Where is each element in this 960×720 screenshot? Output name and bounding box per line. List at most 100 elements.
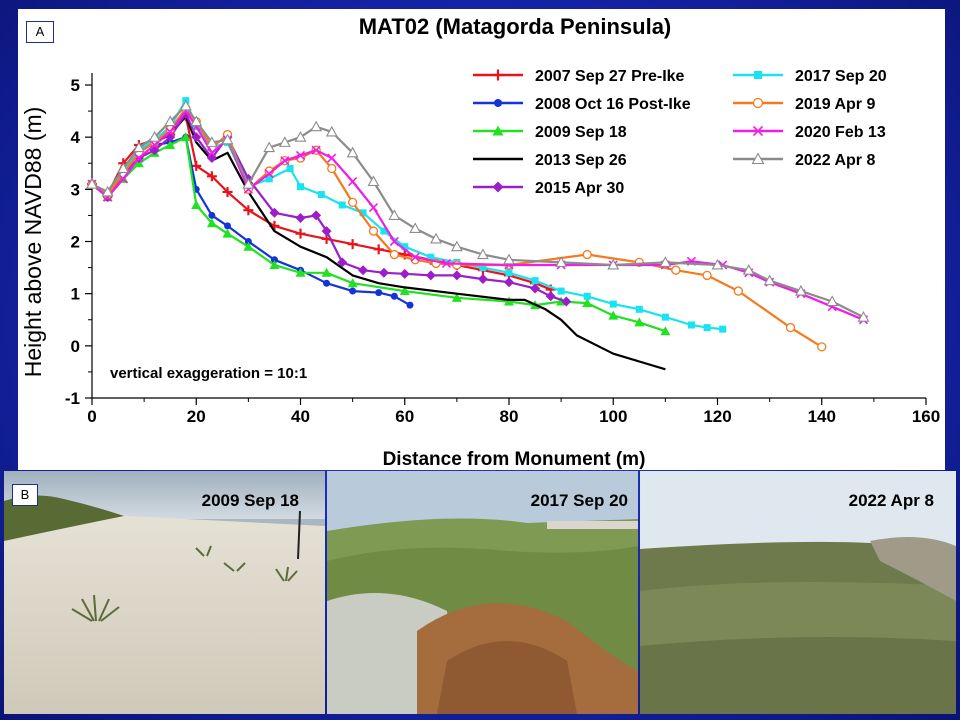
data-point [180,132,191,142]
beach-photo-2009 [4,471,325,714]
chart-title: MAT02 (Matagorda Peninsula) [359,14,672,39]
data-point [221,133,234,145]
data-point [118,174,128,184]
data-point [427,253,435,261]
data-point [378,267,389,278]
data-point [477,248,489,260]
data-point [278,136,291,147]
data-point [452,260,462,270]
series-line [91,104,864,319]
legend-label: 2008 Oct 16 Post-Ike [535,96,691,113]
data-point [479,264,487,272]
axes: 0 20 40 60 80 100 120 140 160 -1 0 1 2 3 4 5 [65,73,940,426]
data-point [348,176,358,187]
x-tick-label: 40 [291,407,310,426]
series-layer [86,97,870,371]
data-point [222,228,233,238]
legend-entry: 2007 Sep 27 Pre-Ike [473,68,685,85]
data-point [477,274,488,285]
legend-label: 2009 Sep 18 [535,124,627,141]
data-point [337,257,348,268]
data-point [703,324,711,332]
data-point [149,140,160,150]
profile-chart: MAT02 (Matagorda Peninsula) Height above… [20,14,940,470]
data-point [660,326,671,336]
data-point [269,259,280,269]
data-point [208,211,216,219]
legend-label: 2017 Sep 20 [795,68,887,85]
data-point [388,209,401,220]
legend-entry: 2017 Sep 20 [733,68,887,85]
data-point [244,238,252,245]
data-point [323,279,331,287]
data-point [243,241,254,251]
data-point [310,120,323,132]
legend-entry: 2013 Sep 26 [473,152,627,169]
x-tick-label: 60 [395,407,414,426]
data-point [401,243,409,251]
x-tick-label: 120 [703,407,731,426]
data-point [117,162,130,174]
data-point [327,163,337,174]
data-point [380,227,388,235]
data-point [165,127,175,137]
data-point [451,270,462,281]
data-point [425,270,436,281]
data-point [205,136,218,147]
data-point [492,69,504,81]
data-point [659,256,672,267]
data-point [817,342,827,352]
data-point [492,125,504,136]
data-point [207,148,217,158]
data-point [399,268,410,279]
data-point [265,175,273,183]
data-point [608,310,619,320]
legend-label: 2015 Apr 30 [535,180,624,197]
data-point [311,145,321,155]
x-axis-label: Distance from Monument (m) [383,449,646,470]
data-point [607,258,620,270]
data-point [635,305,643,313]
data-point [191,132,202,143]
data-point [269,207,280,218]
data-point [263,141,276,153]
legend-entry: 2019 Apr 9 [733,96,875,113]
data-point [321,226,332,237]
y-tick-label: -1 [65,389,80,408]
data-point [347,239,358,250]
data-point [561,296,572,307]
data-point [280,156,290,166]
photo-2009: B 2009 Sep 18 [4,471,325,714]
data-point [243,205,254,216]
legend-label: 2019 Apr 9 [795,96,875,113]
y-tick-label: 4 [71,128,81,147]
data-point [132,141,145,153]
data-point [375,289,383,297]
data-point [826,295,839,307]
data-point [752,97,764,109]
data-point [190,115,203,127]
data-point [358,265,369,276]
data-point [583,292,591,300]
exaggeration-note: vertical exaggeration = 10:1 [110,365,307,382]
data-point [270,256,278,264]
data-point [179,99,192,111]
data-point [294,131,307,142]
data-point [857,311,870,322]
data-point [582,249,592,260]
photo-label-2022: 2022 Apr 8 [848,491,934,510]
data-point [609,300,617,308]
data-point [582,298,593,308]
data-point [430,232,442,244]
data-point [441,258,452,268]
data-point [505,269,513,277]
dune-photo-2022 [640,471,956,714]
x-tick-label: 0 [87,407,96,426]
data-point [164,115,177,127]
data-point [503,253,515,265]
data-point [754,71,762,79]
data-point [752,125,764,137]
data-point [359,209,367,217]
data-point [347,278,358,288]
legend-label: 2013 Sep 26 [535,152,627,169]
